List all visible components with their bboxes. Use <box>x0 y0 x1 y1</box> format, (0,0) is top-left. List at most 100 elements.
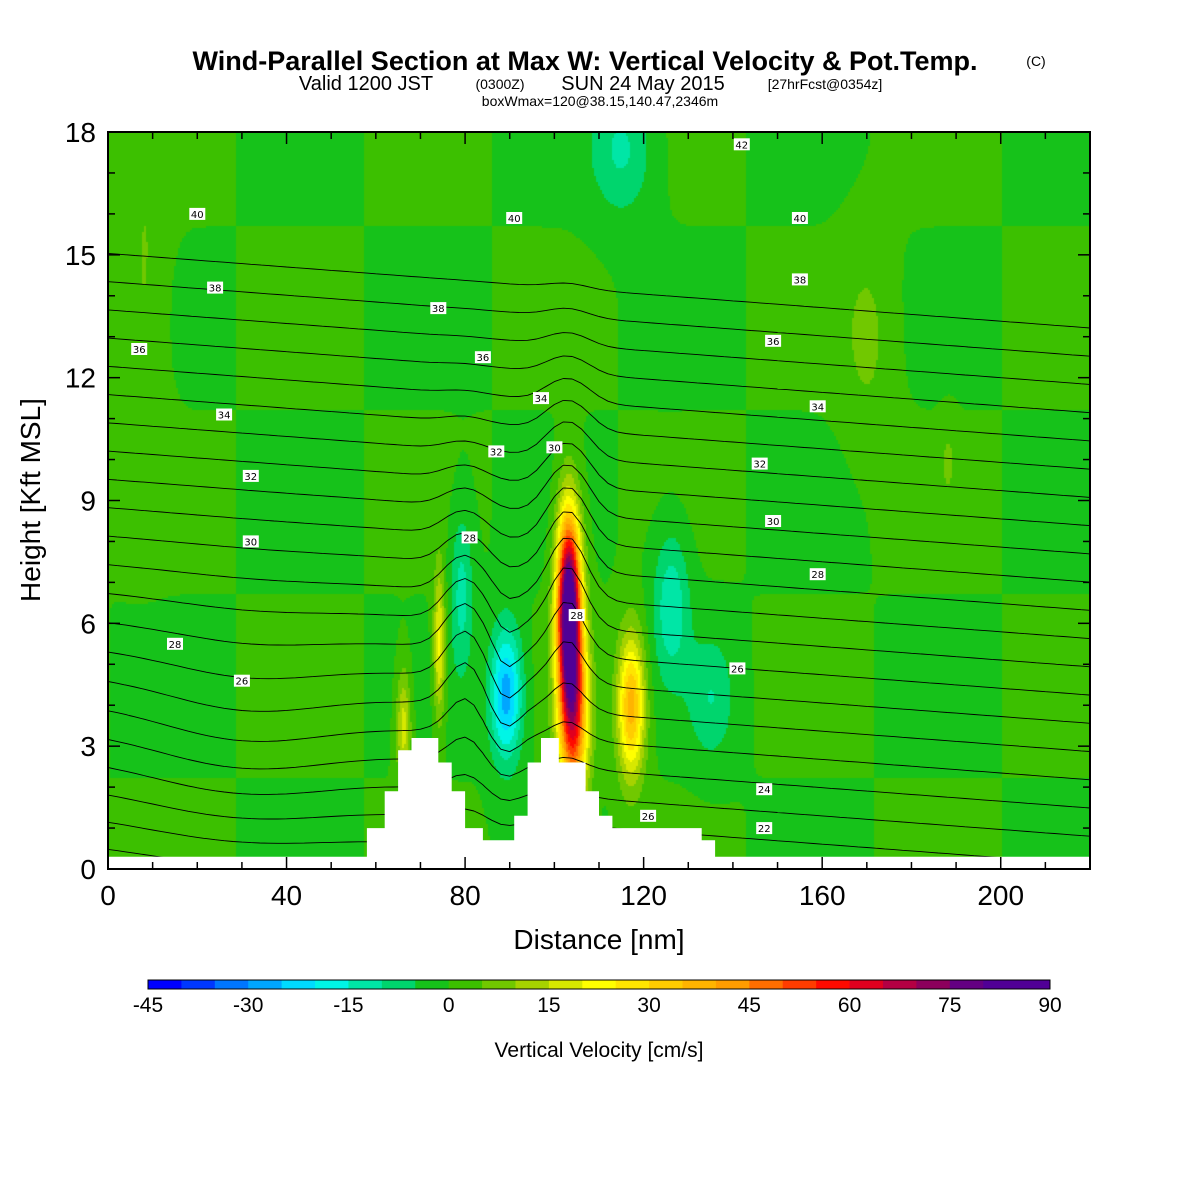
svg-text:26: 26 <box>731 664 744 675</box>
contour-label: 36 <box>765 334 782 348</box>
valid-time-utc: (0300Z) <box>475 76 524 92</box>
contour-label: 38 <box>430 302 447 315</box>
colorbar-bin <box>515 980 550 989</box>
colorbar-bin <box>983 980 1018 989</box>
box-wmax-info: boxWmax=120@38.15,140.47,2346m <box>482 93 718 109</box>
x-axis-title: Distance [nm] <box>513 924 684 955</box>
svg-text:40: 40 <box>794 214 807 225</box>
colorbar-label: 0 <box>443 994 455 1017</box>
svg-text:32: 32 <box>490 447 503 458</box>
theta-contour-28 <box>108 630 1090 724</box>
theta-contour-39 <box>108 337 1090 414</box>
contour-label: 24 <box>756 783 773 796</box>
theta-contour-42 <box>108 252 1090 329</box>
y-tick-label: 3 <box>80 731 96 762</box>
colorbar-bin <box>248 980 283 989</box>
theta-contour-30 <box>108 567 1090 668</box>
contour-label: 42 <box>733 138 750 151</box>
colorbar-label: 30 <box>637 994 660 1017</box>
svg-text:34: 34 <box>535 394 548 405</box>
colorbar-label: 45 <box>738 994 761 1017</box>
contour-label: 28 <box>167 637 183 651</box>
colorbar-bin <box>882 980 917 989</box>
contour-label: 34 <box>809 400 826 413</box>
contour-label: 32 <box>242 469 259 483</box>
contour-label: 32 <box>751 457 768 471</box>
svg-text:36: 36 <box>767 337 780 348</box>
contour-label: 30 <box>546 441 563 454</box>
x-tick-label: 80 <box>450 880 481 911</box>
colorbar-bin <box>782 980 817 989</box>
x-tick-label: 0 <box>100 880 116 911</box>
contour-label: 26 <box>640 809 657 823</box>
svg-text:26: 26 <box>236 677 249 688</box>
contour-label: 32 <box>488 445 505 458</box>
vertical-velocity-field <box>108 132 1090 869</box>
colorbar-label: 75 <box>938 994 961 1017</box>
svg-text:34: 34 <box>811 402 824 413</box>
svg-text:24: 24 <box>758 785 771 796</box>
contour-label: 30 <box>765 515 782 528</box>
theta-contour-38 <box>108 365 1090 442</box>
colorbar-bin <box>949 980 984 989</box>
colorbar-bin <box>214 980 249 989</box>
contour-label: 38 <box>791 273 808 286</box>
contour-labels: 22 24 26 26 26 28 28 28 28 30 30 30 32 32 32 34 34 34 36 36… <box>131 138 826 835</box>
contour-label: 22 <box>756 822 773 835</box>
y-tick-label: 18 <box>65 117 96 148</box>
colorbar-label: 90 <box>1038 994 1061 1017</box>
y-tick-label: 15 <box>65 240 96 271</box>
colorbar: -45 -30 -15 0 15 30 45 60 75 90 <box>133 979 1062 1017</box>
contour-label: 28 <box>568 609 585 622</box>
x-tick-label: 120 <box>620 880 667 911</box>
valid-date: SUN 24 May 2015 <box>561 73 724 95</box>
colorbar-title: Vertical Velocity [cm/s] <box>495 1039 704 1062</box>
x-tick-label: 160 <box>799 880 846 911</box>
y-tick-label: 6 <box>80 608 96 639</box>
contour-label: 28 <box>809 568 826 581</box>
valid-time-prefix: Valid 1200 JST <box>299 73 433 95</box>
svg-text:26: 26 <box>642 812 655 823</box>
contour-label: 38 <box>207 281 224 295</box>
colorbar-bin <box>715 980 750 989</box>
colorbar-bin <box>816 980 851 989</box>
contour-label: 36 <box>474 351 491 364</box>
colorbar-bin <box>548 980 583 989</box>
svg-text:28: 28 <box>811 570 824 581</box>
colorbar-label: -15 <box>333 994 363 1017</box>
svg-text:38: 38 <box>794 275 807 286</box>
forecast-info: [27hrFcst@0354z] <box>768 76 883 92</box>
y-tick-label: 12 <box>65 363 96 394</box>
contour-label: 26 <box>729 662 746 675</box>
y-tick-label: 9 <box>80 486 96 517</box>
contour-label: 30 <box>242 535 259 548</box>
colorbar-label: 15 <box>537 994 560 1017</box>
contour-label: 26 <box>233 674 250 688</box>
theta-contour-27 <box>108 662 1090 752</box>
svg-text:28: 28 <box>570 611 583 622</box>
colorbar-label: 60 <box>838 994 861 1017</box>
colorbar-bin <box>849 980 884 989</box>
colorbar-bin <box>916 980 951 989</box>
x-tick-label: 40 <box>271 880 302 911</box>
chart-title: Wind-Parallel Section at Max W: Vertical… <box>193 46 978 76</box>
contour-label: 28 <box>461 531 478 544</box>
svg-text:38: 38 <box>432 304 445 315</box>
theta-contour-37 <box>108 394 1090 470</box>
colorbar-bin <box>348 980 383 989</box>
colorbar-bin <box>315 980 349 989</box>
contour-label: 40 <box>791 212 808 225</box>
y-tick-label: 0 <box>80 854 96 885</box>
theta-contour-36 <box>108 421 1090 498</box>
theta-contour-31 <box>108 537 1090 640</box>
svg-text:32: 32 <box>244 472 257 483</box>
svg-text:30: 30 <box>244 537 257 548</box>
svg-text:34: 34 <box>218 411 231 422</box>
contour-label: 40 <box>189 207 206 221</box>
colorbar-frame <box>147 979 1051 990</box>
colorbar-bin <box>615 980 650 989</box>
colorbar-bin <box>381 980 416 989</box>
colorbar-bin <box>1016 980 1051 989</box>
